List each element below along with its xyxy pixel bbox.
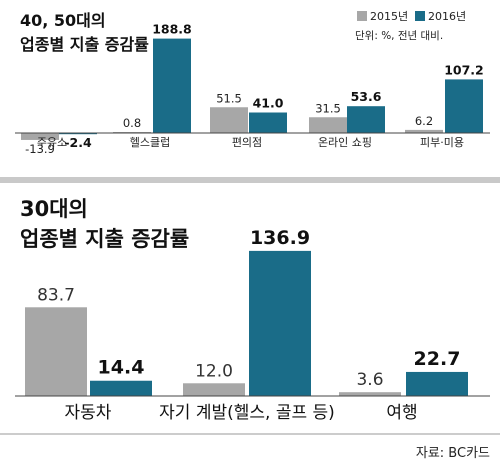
legend-label-2016: 2016년 (428, 10, 466, 23)
chart2-bar-self-development-2015 (183, 383, 245, 396)
legend-label-2015: 2015년 (370, 10, 408, 23)
chart1-value-online-shopping-2015: 31.5 (315, 101, 341, 115)
chart2-value-travel-2015: 3.6 (356, 370, 383, 390)
chart2-title-line2: 업종별 지출 증감률 (20, 227, 189, 251)
chart1-value-skin-beauty-2016: 107.2 (444, 62, 484, 77)
chart-40-50s: 40, 50대의 업종별 지출 증감률 2015년 2016년 단위: %, 전… (15, 10, 490, 156)
chart2-bars (25, 251, 468, 396)
chart1-bar-skin-beauty-2016 (445, 79, 483, 133)
chart1-bar-online-shopping-2016 (347, 106, 385, 133)
chart2-bar-travel-2015 (339, 392, 401, 396)
chart1-value-convenience-store-2015: 51.5 (216, 91, 242, 105)
chart1-title-line1: 40, 50대의 (20, 11, 106, 30)
chart2-bar-automobile-2015 (25, 307, 87, 396)
chart1-value-health-club-2016: 188.8 (152, 22, 192, 37)
chart2-category-labels: 자동차 자기 계발(헬스, 골프 등) 여행 (65, 403, 418, 423)
chart2-value-automobile-2015: 83.7 (37, 285, 75, 305)
chart1-category-labels: 주유소 헬스클럽 편의점 온라인 쇼핑 피부·미용 (37, 135, 464, 149)
chart1-cat-health-club: 헬스클럽 (130, 135, 170, 149)
chart1-bar-convenience-store-2015 (210, 107, 248, 133)
chart1-legend: 2015년 2016년 (357, 10, 466, 23)
legend-swatch-2015 (357, 11, 367, 21)
chart1-value-skin-beauty-2015: 6.2 (415, 114, 433, 128)
chart2-value-labels: 83.7 12.0 3.6 14.4 136.9 22.7 (37, 227, 460, 390)
chart1-unit-note: 단위: %, 전년 대비. (355, 29, 443, 42)
chart1-value-online-shopping-2016: 53.6 (351, 89, 382, 104)
chart2-bar-self-development-2016 (249, 251, 311, 396)
chart2-cat-automobile: 자동차 (65, 403, 112, 423)
chart1-value-health-club-2015: 0.8 (123, 116, 141, 130)
chart2-value-travel-2016: 22.7 (414, 348, 461, 370)
chart2-value-automobile-2016: 14.4 (98, 357, 145, 379)
chart2-value-self-development-2015: 12.0 (195, 361, 233, 381)
chart1-cat-skin-beauty: 피부·미용 (420, 136, 464, 149)
legend-swatch-2016 (415, 11, 425, 21)
chart1-bar-health-club-2016 (153, 39, 191, 133)
chart1-value-convenience-store-2016: 41.0 (253, 96, 284, 111)
chart2-title-line1: 30대의 (20, 197, 88, 221)
chart1-title-line2: 업종별 지출 증감률 (20, 35, 149, 54)
source-note: 자료: BC카드 (416, 446, 490, 461)
chart2-cat-self-development: 자기 계발(헬스, 골프 등) (159, 403, 335, 423)
section-divider (0, 177, 500, 183)
chart1-bar-convenience-store-2016 (249, 113, 287, 134)
chart1-bar-online-shopping-2015 (309, 117, 347, 133)
chart1-value-gas-station-2016: -2.4 (64, 135, 92, 150)
chart2-bar-travel-2016 (406, 372, 468, 396)
chart1-cat-convenience-store: 편의점 (232, 136, 262, 149)
chart2-cat-travel: 여행 (386, 403, 417, 423)
chart2-value-self-development-2016: 136.9 (250, 227, 310, 249)
chart1-value-gas-station-2015: -13.9 (25, 142, 55, 156)
chart2-bar-automobile-2016 (90, 381, 152, 396)
chart-30s: 30대의 업종별 지출 증감률 자동차 자기 계발(헬스, 골프 등) 여행 8… (15, 197, 490, 423)
chart1-cat-online-shopping: 온라인 쇼핑 (318, 136, 372, 149)
